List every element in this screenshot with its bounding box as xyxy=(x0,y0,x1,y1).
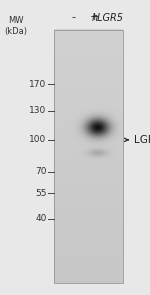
Text: -: - xyxy=(72,12,75,22)
Text: 70: 70 xyxy=(35,167,46,176)
Text: +: + xyxy=(90,12,99,22)
Text: 55: 55 xyxy=(35,189,46,198)
Bar xyxy=(54,30,123,283)
Text: 100: 100 xyxy=(29,135,46,144)
Text: 170: 170 xyxy=(29,80,46,88)
Text: hLGR5: hLGR5 xyxy=(92,13,124,23)
Text: LGR5: LGR5 xyxy=(134,135,150,145)
Text: MW
(kDa): MW (kDa) xyxy=(4,16,27,36)
Text: 40: 40 xyxy=(35,214,46,223)
Text: 130: 130 xyxy=(29,106,46,115)
